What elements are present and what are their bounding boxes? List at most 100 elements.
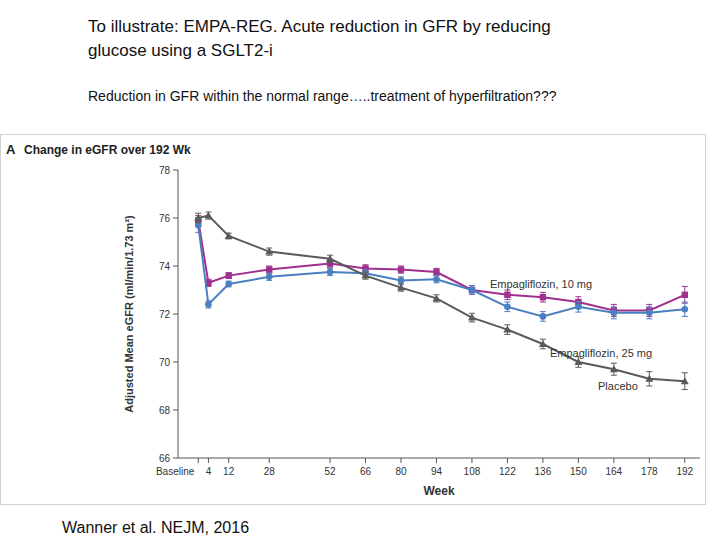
x-tick-label: 178 bbox=[641, 466, 658, 477]
marker bbox=[205, 301, 212, 308]
marker bbox=[194, 214, 202, 221]
error-bar bbox=[226, 273, 232, 279]
error-bar bbox=[611, 307, 617, 319]
error-cap bbox=[682, 389, 688, 390]
marker bbox=[503, 326, 511, 333]
x-tick-label: 80 bbox=[395, 466, 407, 477]
error-cap bbox=[540, 311, 546, 312]
error-bar bbox=[205, 301, 211, 308]
error-cap bbox=[646, 386, 652, 387]
x-tick bbox=[330, 458, 331, 463]
x-tick bbox=[471, 458, 472, 463]
marker bbox=[225, 281, 232, 288]
x-tick-label: 94 bbox=[431, 466, 443, 477]
x-tick-label: 164 bbox=[606, 466, 623, 477]
error-cap bbox=[682, 372, 688, 373]
marker bbox=[645, 375, 653, 382]
error-cap bbox=[682, 302, 688, 303]
error-cap bbox=[682, 286, 688, 287]
error-bar bbox=[398, 277, 404, 284]
y-tick bbox=[173, 458, 178, 459]
error-cap bbox=[540, 348, 546, 349]
marker bbox=[468, 314, 476, 321]
error-cap bbox=[205, 279, 211, 280]
x-tick bbox=[269, 458, 270, 463]
error-bar bbox=[433, 276, 439, 283]
error-cap bbox=[611, 375, 617, 376]
slide-title: To illustrate: EMPA-REG. Acute reduction… bbox=[88, 17, 551, 36]
x-tick bbox=[684, 458, 685, 463]
marker bbox=[327, 269, 334, 276]
marker bbox=[646, 310, 653, 317]
error-bar bbox=[433, 295, 439, 302]
x-tick-label: 4 bbox=[206, 466, 212, 477]
x-tick-label: 122 bbox=[499, 466, 516, 477]
x-tick-label: 12 bbox=[223, 466, 235, 477]
error-cap bbox=[504, 302, 510, 303]
x-tick-label: 52 bbox=[324, 466, 336, 477]
series-label: Empagliflozin, 25 mg bbox=[550, 347, 652, 359]
error-cap bbox=[398, 266, 404, 267]
marker bbox=[195, 222, 202, 229]
marker bbox=[432, 294, 440, 301]
error-cap bbox=[195, 232, 201, 233]
error-bar bbox=[327, 255, 333, 262]
error-cap bbox=[540, 302, 546, 303]
x-tick-label: 136 bbox=[535, 466, 552, 477]
error-cap bbox=[433, 268, 439, 269]
series-line bbox=[198, 220, 685, 310]
error-bar bbox=[682, 286, 688, 303]
error-bar bbox=[646, 304, 652, 316]
error-cap bbox=[540, 339, 546, 340]
marker bbox=[397, 284, 405, 291]
x-tick-label: 28 bbox=[264, 466, 276, 477]
error-bar bbox=[398, 284, 404, 291]
error-cap bbox=[575, 296, 581, 297]
marker bbox=[433, 276, 440, 283]
error-bar bbox=[611, 304, 617, 316]
error-cap bbox=[575, 367, 581, 368]
series-line bbox=[198, 216, 685, 382]
error-bar bbox=[540, 339, 546, 349]
error-bar bbox=[504, 325, 510, 335]
y-tick-label: 70 bbox=[159, 357, 171, 368]
error-cap bbox=[469, 285, 475, 286]
slide-title: glucose using a SGLT2-i bbox=[88, 41, 273, 60]
series-label: Placebo bbox=[598, 380, 638, 392]
error-cap bbox=[504, 311, 510, 312]
error-bar bbox=[433, 268, 439, 275]
error-cap bbox=[327, 262, 333, 263]
marker bbox=[504, 304, 511, 311]
error-cap bbox=[575, 312, 581, 313]
error-cap bbox=[646, 371, 652, 372]
error-bar bbox=[682, 373, 688, 390]
x-tick bbox=[208, 458, 209, 463]
marker bbox=[575, 304, 582, 311]
x-tick-label: 108 bbox=[464, 466, 481, 477]
y-tick-label: 78 bbox=[159, 165, 171, 176]
y-tick-label: 74 bbox=[159, 261, 171, 272]
error-cap bbox=[266, 255, 272, 256]
x-tick-label: 150 bbox=[570, 466, 587, 477]
error-bar bbox=[646, 372, 652, 386]
marker bbox=[225, 272, 231, 278]
marker bbox=[681, 306, 688, 313]
marker bbox=[265, 248, 273, 255]
figure-frame bbox=[1, 135, 706, 505]
error-cap bbox=[504, 324, 510, 325]
error-cap bbox=[646, 306, 652, 307]
error-cap bbox=[504, 299, 510, 300]
error-cap bbox=[504, 334, 510, 335]
y-tick-label: 68 bbox=[159, 405, 171, 416]
error-cap bbox=[433, 302, 439, 303]
y-tick-label: 72 bbox=[159, 309, 171, 320]
marker bbox=[574, 358, 582, 365]
y-tick bbox=[173, 362, 178, 363]
x-tick bbox=[436, 458, 437, 463]
error-bar bbox=[682, 302, 688, 316]
error-cap bbox=[611, 304, 617, 305]
error-cap bbox=[469, 294, 475, 295]
error-cap bbox=[398, 291, 404, 292]
error-cap bbox=[205, 219, 211, 220]
marker bbox=[540, 294, 546, 300]
